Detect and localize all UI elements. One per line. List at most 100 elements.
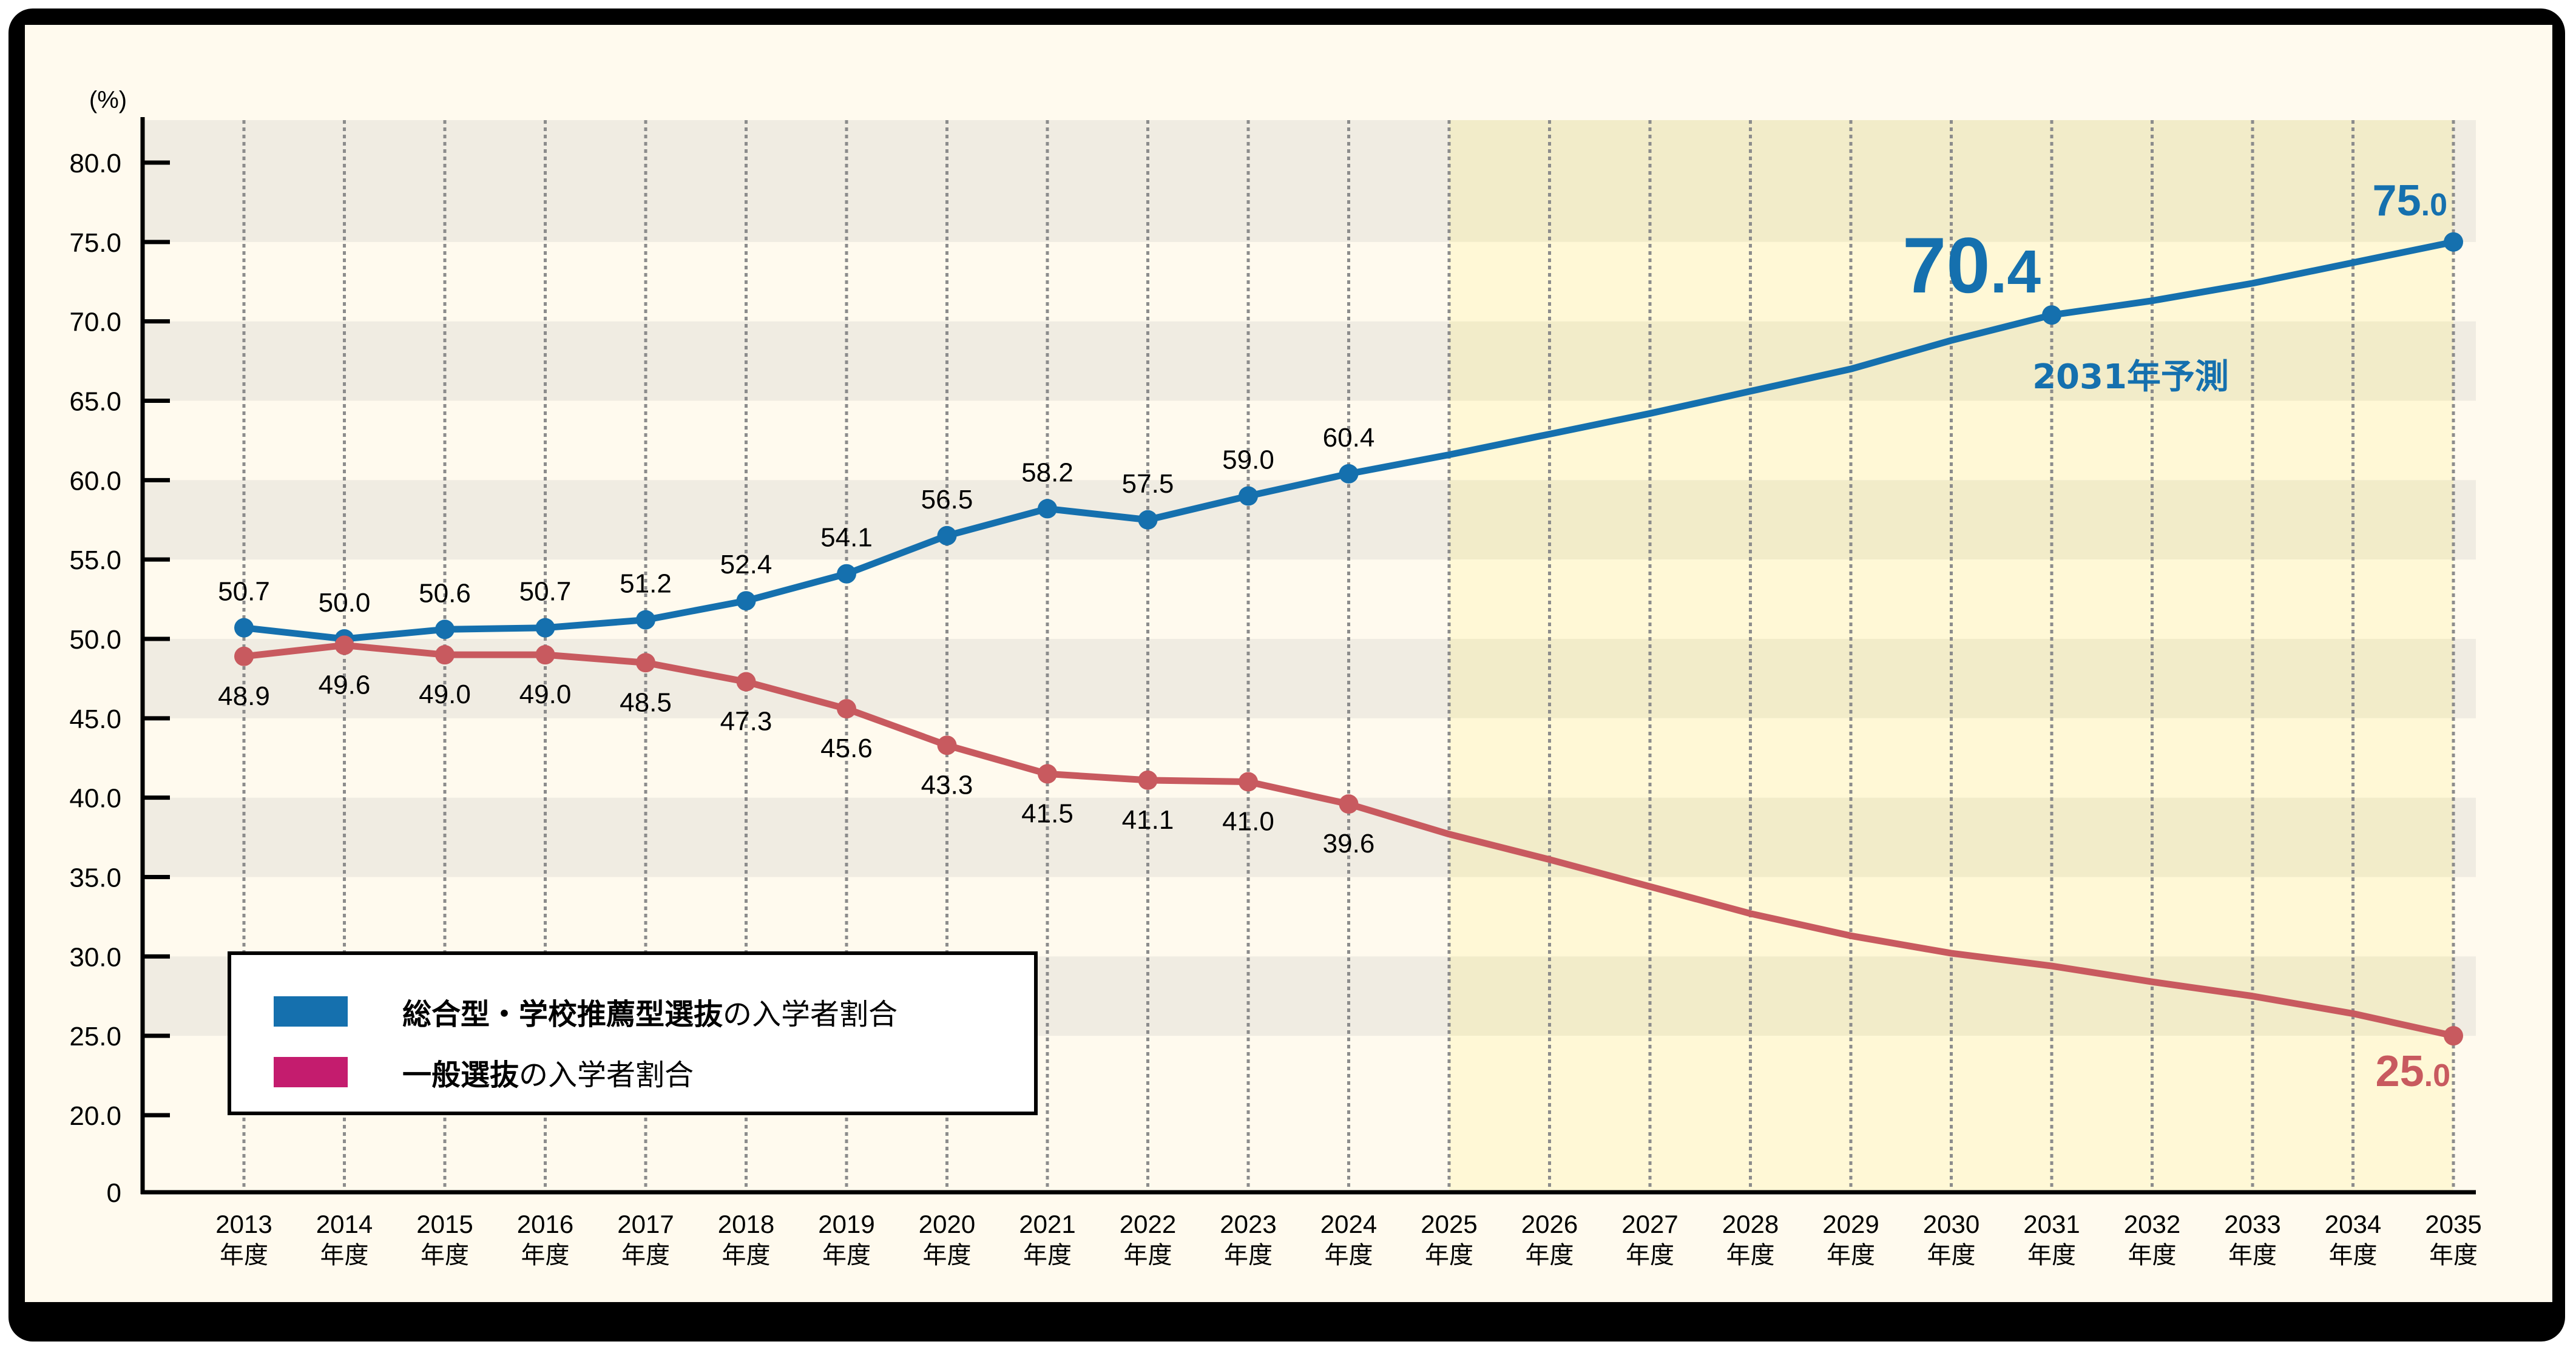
x-tick-label-suffix: 年度	[1626, 1241, 1674, 1269]
x-tick-label-year: 2020	[919, 1210, 975, 1238]
y-tick-label: 30.0	[69, 942, 121, 972]
y-tick-label: 55.0	[69, 545, 121, 575]
x-tick-label-suffix: 年度	[1827, 1241, 1875, 1269]
y-tick-label: 70.0	[69, 308, 121, 337]
x-tick-label-suffix: 年度	[722, 1241, 771, 1269]
data-point-marker	[435, 645, 455, 665]
x-tick-label-year: 2034	[2325, 1210, 2381, 1238]
grid-band	[143, 639, 1449, 718]
data-point-marker	[736, 672, 756, 692]
data-point-marker	[937, 735, 957, 755]
data-point-marker	[837, 699, 856, 719]
data-point-marker	[535, 618, 555, 638]
data-label: 50.0	[319, 588, 371, 618]
grid-band	[143, 120, 1449, 242]
data-label: 56.5	[921, 485, 973, 515]
x-tick-label-suffix: 年度	[320, 1241, 369, 1269]
data-label: 48.5	[620, 687, 672, 717]
legend-swatch-magenta	[274, 1057, 348, 1087]
x-tick-label-year: 2027	[1621, 1210, 1678, 1238]
data-label: 50.7	[218, 577, 270, 607]
x-tick-label-year: 2016	[517, 1210, 573, 1238]
data-point-marker	[535, 645, 555, 665]
x-tick-label-suffix: 年度	[923, 1241, 972, 1269]
grid-band	[143, 797, 1449, 877]
legend-item-suisen: 総合型・学校推薦型選抜の入学者割合	[274, 990, 898, 1033]
x-tick-label-year: 2015	[416, 1210, 473, 1238]
x-tick-label-year: 2018	[718, 1210, 774, 1238]
data-point-marker	[435, 619, 455, 640]
y-tick-label: 75.0	[69, 228, 121, 258]
x-tick-label-year: 2031	[2023, 1210, 2080, 1238]
grid-band	[2453, 321, 2476, 401]
data-point-marker	[2444, 1026, 2463, 1046]
annotation-2035-ippan: 25.0	[2376, 1047, 2450, 1096]
y-tick-label: 45.0	[69, 704, 121, 734]
data-label: 41.5	[1021, 798, 1073, 828]
y-tick-label: 0	[107, 1178, 121, 1208]
data-point-marker	[837, 564, 856, 584]
x-tick-label-year: 2025	[1421, 1210, 1477, 1238]
y-tick-label: 60.0	[69, 466, 121, 496]
legend-item-ippan: 一般選抜の入学者割合	[274, 1051, 694, 1093]
data-point-marker	[234, 618, 254, 638]
data-point-marker	[1138, 510, 1158, 530]
data-label: 49.0	[519, 680, 572, 709]
data-point-marker	[1239, 772, 1258, 792]
y-tick-label: 40.0	[69, 784, 121, 814]
x-tick-label-year: 2028	[1722, 1210, 1779, 1238]
x-tick-label-suffix: 年度	[2329, 1241, 2378, 1269]
data-point-marker	[1239, 486, 1258, 506]
data-point-marker	[1038, 499, 1057, 519]
x-tick-label-suffix: 年度	[1124, 1241, 1172, 1269]
data-point-marker	[1038, 764, 1057, 784]
data-point-marker	[2042, 305, 2061, 325]
x-tick-label-year: 2030	[1923, 1210, 1979, 1238]
data-label: 60.4	[1323, 423, 1375, 453]
grid-band	[2453, 797, 2476, 877]
x-tick-label-year: 2035	[2425, 1210, 2481, 1238]
data-point-marker	[736, 591, 756, 611]
data-label: 39.6	[1323, 829, 1375, 859]
data-point-marker	[1339, 464, 1359, 484]
data-point-marker	[334, 635, 354, 655]
x-tick-label-suffix: 年度	[220, 1241, 268, 1269]
x-tick-label-suffix: 年度	[1425, 1241, 1473, 1269]
y-tick-label: 25.0	[69, 1022, 121, 1051]
x-tick-label-year: 2026	[1521, 1210, 1578, 1238]
data-label: 47.3	[720, 707, 772, 737]
grid-band	[2453, 639, 2476, 718]
data-label: 50.7	[519, 577, 572, 607]
annotation-2035-suisen: 75.0	[2373, 177, 2447, 225]
grid-band	[143, 480, 1449, 560]
data-label: 58.2	[1021, 457, 1073, 487]
data-point-marker	[636, 610, 655, 630]
x-tick-label-year: 2014	[316, 1210, 373, 1238]
forecast-region	[1449, 559, 2453, 639]
x-tick-label-year: 2021	[1019, 1210, 1075, 1238]
data-point-marker	[937, 525, 957, 545]
x-tick-label-suffix: 年度	[1325, 1241, 1373, 1269]
legend-label: 一般選抜の入学者割合	[402, 1058, 694, 1092]
chart-legend: 総合型・学校推薦型選抜の入学者割合 一般選抜の入学者割合	[228, 951, 1038, 1115]
data-label: 51.2	[620, 569, 672, 599]
y-tick-label: 80.0	[69, 149, 121, 178]
x-tick-label-year: 2022	[1120, 1210, 1176, 1238]
x-tick-label-year: 2024	[1320, 1210, 1377, 1238]
data-point-marker	[2444, 232, 2463, 252]
data-point-marker	[1339, 794, 1359, 814]
data-label: 52.4	[720, 550, 772, 579]
x-tick-label-suffix: 年度	[1726, 1241, 1775, 1269]
grid-band	[143, 321, 1449, 401]
data-point-marker	[234, 646, 254, 666]
data-label: 57.5	[1122, 469, 1174, 499]
x-tick-label-year: 2029	[1822, 1210, 1879, 1238]
x-tick-label-suffix: 年度	[2228, 1241, 2277, 1269]
x-tick-label-year: 2013	[215, 1210, 272, 1238]
data-label: 49.6	[319, 670, 371, 700]
y-tick-label: 20.0	[69, 1101, 121, 1131]
data-label: 59.0	[1222, 445, 1274, 475]
data-label: 49.0	[419, 680, 471, 709]
x-tick-label-suffix: 年度	[1526, 1241, 1574, 1269]
